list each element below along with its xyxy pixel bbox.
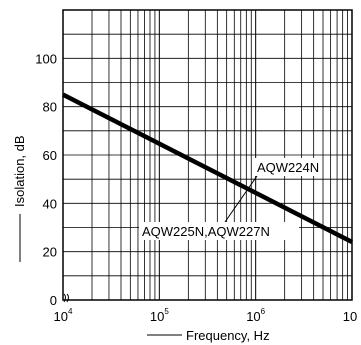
annotation-bg — [254, 158, 322, 176]
y-tick-label: 40 — [43, 196, 57, 211]
x-tick-label: 104 — [54, 307, 73, 324]
annotation-bg — [139, 222, 299, 240]
x-tick-label: 10 — [343, 309, 357, 324]
x-tick-label: 105 — [150, 307, 169, 324]
plot-border — [62, 9, 353, 301]
y-axis-label-group: Isolation, dB — [12, 135, 27, 262]
y-tick-labels: 0 20 40 60 80 100 — [35, 51, 57, 308]
annotation-aqw225n-aqw227n: AQW225N,AQW227N — [142, 224, 270, 239]
x-axis-label: Frequency, Hz — [186, 328, 270, 343]
y-tick-label: 0 — [50, 293, 57, 308]
x-axis-label-group: Frequency, Hz — [147, 328, 270, 343]
y-tick-label: 100 — [35, 51, 57, 66]
annotation-leader — [224, 175, 258, 223]
x-tick-labels: 104 105 106 10 — [54, 307, 358, 324]
annotation-aqw224n: AQW224N — [257, 160, 319, 175]
annotations: AQW224N AQW225N,AQW227N — [139, 158, 322, 240]
axis-break-stroke — [63, 293, 66, 303]
grid-lines — [63, 10, 352, 300]
series-lines — [61, 92, 354, 245]
y-tick-label: 80 — [43, 100, 57, 115]
y-axis-label: Isolation, dB — [12, 135, 27, 207]
y-tick-label: 20 — [43, 245, 57, 260]
axis-break-stroke — [66, 293, 69, 303]
y-tick-label: 60 — [43, 148, 57, 163]
x-tick-label: 106 — [246, 307, 265, 324]
axis-break-mark — [63, 293, 69, 303]
series-line — [61, 92, 354, 245]
